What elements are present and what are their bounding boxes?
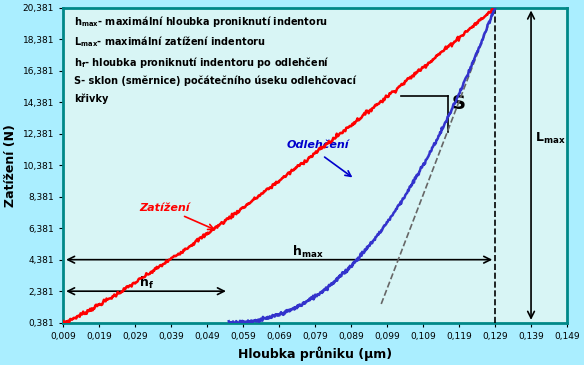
Text: h$_{\mathregular{f}}$: h$_{\mathregular{f}}$	[138, 275, 154, 291]
Text: Zatížení: Zatížení	[139, 203, 189, 212]
Text: h$_{\mathregular{max}}$- maximální hloubka proniknutí indentoru: h$_{\mathregular{max}}$- maximální hloub…	[74, 14, 328, 29]
X-axis label: Hloubka průniku (μm): Hloubka průniku (μm)	[238, 346, 392, 361]
Text: h$_{\mathregular{f}}$- hloubka proniknutí indentoru po odlehčení: h$_{\mathregular{f}}$- hloubka proniknut…	[74, 55, 330, 70]
Text: h$_{\mathregular{max}}$: h$_{\mathregular{max}}$	[292, 244, 324, 260]
Text: L$_{\mathregular{max}}$- maximální zatížení indentoru: L$_{\mathregular{max}}$- maximální zatíž…	[74, 34, 266, 49]
Text: Odlehčení: Odlehčení	[286, 139, 349, 150]
Text: L$_{\mathregular{max}}$: L$_{\mathregular{max}}$	[534, 131, 565, 146]
Text: křivky: křivky	[74, 94, 109, 104]
Y-axis label: Zatížení (N): Zatížení (N)	[4, 124, 17, 207]
Text: S- sklon (směrnice) počátečního úseku odlehčovací: S- sklon (směrnice) počátečního úseku od…	[74, 75, 356, 86]
Text: S: S	[452, 94, 466, 113]
